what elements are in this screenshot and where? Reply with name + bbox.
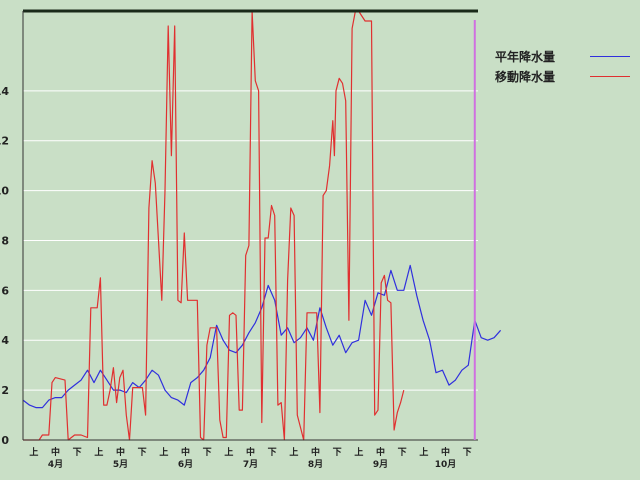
legend-swatch-moving <box>590 75 630 77</box>
x-tick-label: 上 <box>224 446 233 458</box>
x-tick-label: 下 <box>268 447 277 458</box>
y-tick-label: 4 <box>1 334 9 347</box>
legend-item-moving: 移動降水量 <box>495 66 630 86</box>
y-tick-label: 14 <box>0 85 9 98</box>
x-tick-label: 上 <box>354 446 363 458</box>
month-label: 8月 <box>308 459 323 470</box>
x-tick-label: 中 <box>311 446 320 458</box>
legend: 平年降水量 移動降水量 <box>495 46 630 86</box>
plot-frame <box>22 9 478 441</box>
x-tick-label: 中 <box>376 446 385 458</box>
month-label: 7月 <box>243 459 258 470</box>
y-tick-label: 2 <box>1 384 9 397</box>
y-tick-label: 10 <box>0 185 9 198</box>
legend-item-normal: 平年降水量 <box>495 46 630 66</box>
x-tick-label: 中 <box>246 446 255 458</box>
x-tick-label: 下 <box>138 447 147 458</box>
y-tick-label: 8 <box>1 234 9 247</box>
legend-label-normal: 平年降水量 <box>495 49 556 64</box>
x-tick-label: 上 <box>289 446 298 458</box>
axis-ticks: 0 2 4 6 8 10 12 14 上 中 下 上 中 下 上 中 下 上 中 下 上 中 下 上 中 下 上 中 下 4月 5月 6月 7月… <box>0 85 472 470</box>
series-line-1 <box>23 10 405 441</box>
x-tick-label: 下 <box>203 447 212 458</box>
month-label: 10月 <box>435 459 457 470</box>
x-tick-label: 上 <box>419 446 428 458</box>
x-tick-label: 中 <box>181 446 190 458</box>
series-lines <box>22 10 502 441</box>
x-tick-label: 中 <box>51 446 60 458</box>
month-label: 5月 <box>113 459 128 470</box>
x-tick-label: 中 <box>116 446 125 458</box>
legend-label-moving: 移動降水量 <box>495 69 556 84</box>
legend-swatch-normal <box>590 55 630 57</box>
x-tick-label: 下 <box>398 447 407 458</box>
month-label: 6月 <box>178 459 193 470</box>
x-tick-label: 上 <box>29 446 38 458</box>
month-label: 4月 <box>48 459 63 470</box>
y-tick-label: 12 <box>0 135 9 148</box>
y-tick-label: 0 <box>1 434 9 447</box>
x-tick-label: 下 <box>463 447 472 458</box>
x-tick-label: 上 <box>94 446 103 458</box>
x-tick-label: 下 <box>73 447 82 458</box>
x-tick-label: 下 <box>333 447 342 458</box>
y-tick-label: 6 <box>1 284 9 297</box>
x-tick-label: 上 <box>159 446 168 458</box>
x-tick-label: 中 <box>441 446 450 458</box>
month-label: 9月 <box>373 459 388 470</box>
